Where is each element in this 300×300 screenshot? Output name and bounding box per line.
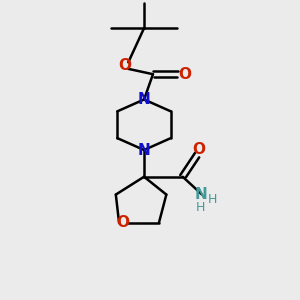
Text: N: N bbox=[138, 142, 150, 158]
Text: O: O bbox=[193, 142, 206, 157]
Text: O: O bbox=[117, 215, 130, 230]
Text: H: H bbox=[196, 201, 205, 214]
Text: O: O bbox=[118, 58, 131, 73]
Text: N: N bbox=[138, 92, 150, 107]
Text: N: N bbox=[194, 187, 207, 202]
Text: H: H bbox=[208, 193, 217, 206]
Text: O: O bbox=[178, 67, 191, 82]
